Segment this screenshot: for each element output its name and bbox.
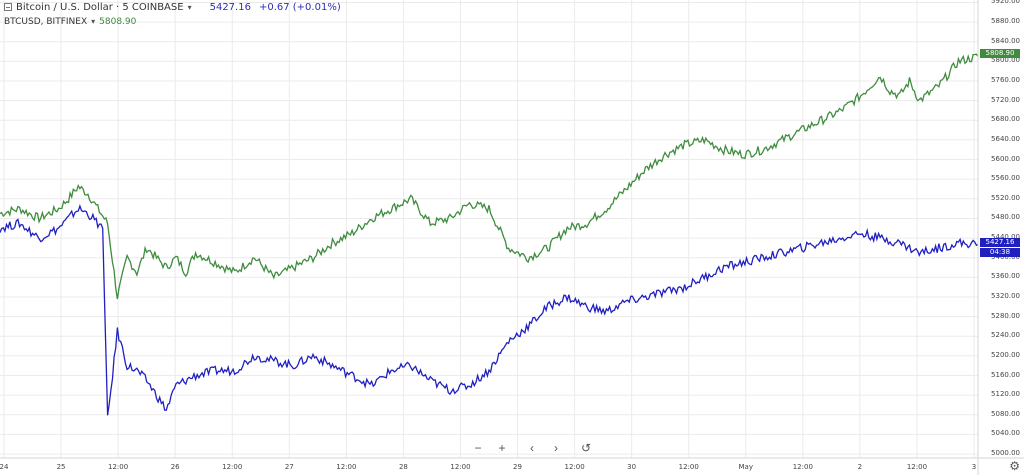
y-tick-label: 5520.00 — [991, 193, 1020, 202]
countdown-tag: 04:38 — [980, 248, 1020, 257]
chevron-down-icon[interactable]: ▾ — [187, 2, 192, 12]
reset-chart-button[interactable]: ↺ — [580, 441, 592, 455]
y-tick-label: 5720.00 — [991, 95, 1020, 104]
zoom-in-button[interactable]: + — [498, 441, 506, 455]
y-tick-label: 5800.00 — [991, 56, 1020, 65]
change-value: +0.67 (+0.01%) — [258, 1, 341, 13]
x-tick-label: 12:00 — [450, 463, 471, 471]
y-tick-label: 5680.00 — [991, 115, 1020, 124]
x-tick-label: 12:00 — [222, 463, 243, 471]
x-tick-label: 12:00 — [678, 463, 699, 471]
x-tick-label: 3 — [971, 463, 977, 471]
x-tick-label: 12:00 — [792, 463, 813, 471]
y-tick-label: 5560.00 — [991, 174, 1020, 183]
scroll-right-button[interactable]: › — [554, 441, 558, 455]
scroll-left-button[interactable]: ‹ — [530, 441, 534, 455]
y-tick-label: 5880.00 — [991, 17, 1020, 26]
x-tick-label: 12:00 — [906, 463, 928, 471]
main-series-line — [0, 203, 979, 416]
y-tick-label: 5120.00 — [991, 390, 1020, 399]
x-tick-label: May — [738, 463, 753, 471]
compare-price-tag: 5808.90 — [980, 49, 1020, 58]
x-tick-label: 27 — [284, 463, 294, 471]
x-tick-label: 2 — [857, 463, 863, 471]
y-tick-label: 5920.00 — [991, 0, 1020, 6]
symbol-title[interactable]: Bitcoin / U.S. Dollar · 5 COINBASE — [16, 1, 184, 13]
grid-lines — [0, 0, 978, 458]
y-tick-label: 5200.00 — [991, 350, 1020, 359]
series-lines — [0, 53, 979, 416]
y-tick-label: 5320.00 — [991, 291, 1020, 300]
x-tick-label: 30 — [627, 463, 637, 471]
main-series-legend[interactable]: Bitcoin / U.S. Dollar · 5 COINBASE ▾ 542… — [4, 0, 341, 14]
y-tick-label: 5040.00 — [991, 429, 1020, 438]
y-tick-label: 5000.00 — [991, 449, 1020, 458]
x-tick-label: 12:00 — [336, 463, 357, 471]
x-tick-label: 12:00 — [108, 463, 129, 471]
x-tick-label: 26 — [170, 463, 180, 471]
y-tick-label: 5080.00 — [991, 409, 1020, 418]
gear-icon[interactable]: ⚙ — [1009, 459, 1020, 473]
collapse-icon[interactable] — [4, 3, 12, 11]
compare-series-line — [0, 53, 979, 300]
y-tick-label: 5600.00 — [991, 154, 1020, 163]
x-tick-label: 24 — [0, 463, 9, 471]
last-value: 5427.16 — [209, 1, 251, 13]
compare-value: 5808.90 — [99, 16, 137, 27]
x-tick-label: 28 — [398, 463, 408, 471]
y-tick-label: 5760.00 — [991, 75, 1020, 84]
y-tick-label: 5840.00 — [991, 36, 1020, 45]
chevron-down-icon[interactable]: ▾ — [91, 17, 96, 26]
chart-navigation: − + ‹ › ↺ — [466, 440, 598, 456]
y-tick-label: 5640.00 — [991, 134, 1020, 143]
y-tick-label: 5360.00 — [991, 272, 1020, 281]
compare-symbol[interactable]: BTCUSD, BITFINEX — [4, 16, 88, 27]
y-tick-label: 5160.00 — [991, 370, 1020, 379]
zoom-out-button[interactable]: − — [474, 441, 482, 455]
x-tick-label: 29 — [513, 463, 522, 471]
compare-series-legend[interactable]: BTCUSD, BITFINEX ▾ 5808.90 — [4, 15, 136, 28]
y-tick-label: 5480.00 — [991, 213, 1020, 222]
y-tick-label: 5440.00 — [991, 233, 1020, 241]
y-tick-label: 5240.00 — [991, 331, 1020, 340]
x-tick-label: 12:00 — [564, 463, 585, 471]
x-tick-label: 25 — [56, 463, 66, 471]
main-price-tag: 5427.16 — [980, 238, 1020, 247]
y-tick-label: 5280.00 — [991, 311, 1020, 320]
